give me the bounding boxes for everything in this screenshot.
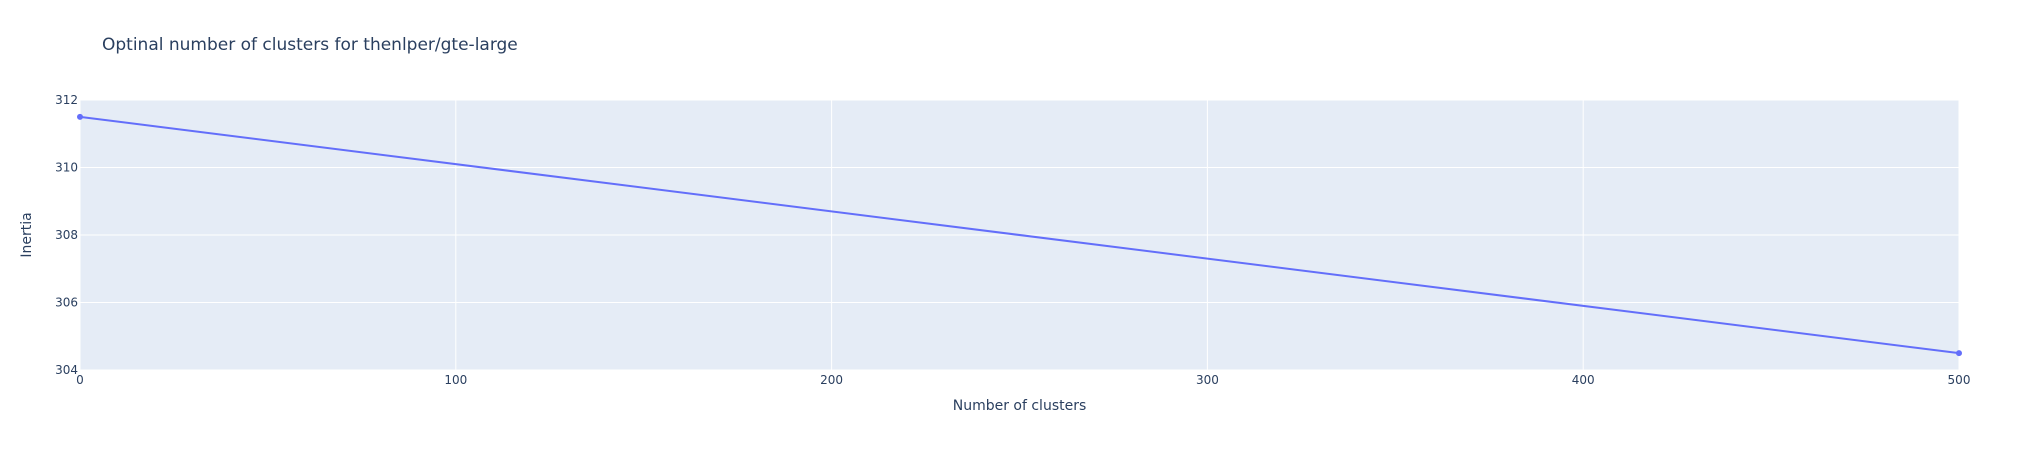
x-tick-label-4: 400 (1572, 373, 1595, 387)
x-axis-title: Number of clusters (953, 398, 1087, 414)
series-layer (77, 113, 1962, 357)
y-tick-label-3: 310 (55, 161, 78, 175)
y-axis-title: Inertia (19, 212, 35, 257)
y-axis-ticks: 304 306 308 310 312 (55, 93, 78, 377)
x-tick-label-1: 100 (444, 373, 467, 387)
data-point-0-1 (1956, 350, 1962, 357)
y-tick-label-1: 306 (55, 296, 78, 310)
x-tick-label-2: 200 (820, 373, 843, 387)
series-line-0 (79, 115, 1960, 355)
grid-lines (79, 99, 1960, 371)
y-tick-label-0: 304 (55, 363, 78, 377)
chart-title: Optinal number of clusters for thenlper/… (102, 35, 518, 55)
data-point-0-0 (77, 113, 83, 120)
x-tick-label-3: 300 (1196, 373, 1219, 387)
x-tick-label-5: 500 (1948, 373, 1971, 387)
x-axis-ticks: 0 100 200 300 400 500 (76, 373, 1970, 387)
y-tick-label-2: 308 (55, 228, 78, 242)
x-tick-label-0: 0 (76, 373, 84, 387)
y-tick-label-4: 312 (55, 93, 78, 107)
